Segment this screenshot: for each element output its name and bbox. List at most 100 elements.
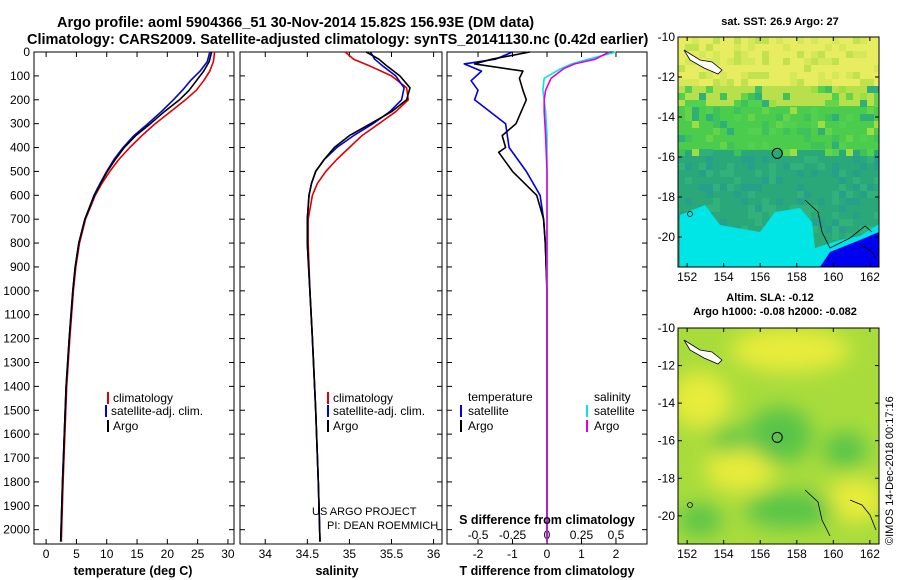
sst-pixel bbox=[783, 93, 790, 100]
difference-x-axis: -2 -1 0 1 2 bbox=[473, 52, 620, 561]
sst-pixel bbox=[678, 135, 685, 142]
sst-pixel bbox=[748, 163, 755, 170]
sst-pixel bbox=[867, 184, 874, 191]
temperature-panel: 0100200300400500600700800900100011001200… bbox=[3, 45, 235, 578]
sst-pixel bbox=[706, 170, 713, 177]
sst-pixel bbox=[832, 170, 839, 177]
sst-pixel bbox=[783, 114, 790, 121]
sst-pixel bbox=[755, 86, 762, 93]
sst-pixel bbox=[867, 149, 874, 156]
sst-pixel bbox=[790, 79, 797, 86]
sst-pixel bbox=[853, 170, 860, 177]
sst-pixel bbox=[804, 212, 811, 219]
salinity-panel: 34 34.5 35 35.5 36 salinity climatology sate… bbox=[239, 51, 443, 578]
difference-series bbox=[463, 51, 617, 542]
temperature-legend: climatology satellite-adj. clim. Argo bbox=[105, 391, 203, 433]
sst-pixel bbox=[706, 149, 713, 156]
sst-pixel bbox=[748, 191, 755, 198]
sst-pixel bbox=[734, 100, 741, 107]
legend-salinity-title: salinity bbox=[594, 390, 631, 404]
x-tick-label: 15 bbox=[130, 547, 144, 561]
sst-pixel bbox=[678, 79, 685, 86]
sst-pixel bbox=[804, 58, 811, 65]
sst-pixel bbox=[846, 51, 853, 58]
sst-pixel bbox=[825, 44, 832, 51]
x-tick-label: 5 bbox=[73, 547, 80, 561]
sst-pixel bbox=[874, 177, 879, 184]
sst-pixel bbox=[706, 86, 713, 93]
sst-pixel bbox=[790, 205, 797, 212]
sst-pixel bbox=[860, 135, 867, 142]
sst-pixel bbox=[713, 128, 720, 135]
map-x-tick-label: 158 bbox=[787, 270, 807, 284]
x-tick-label: 0 bbox=[43, 547, 50, 561]
sst-pixel bbox=[804, 114, 811, 121]
sst-pixel bbox=[734, 114, 741, 121]
sst-pixel bbox=[748, 142, 755, 149]
sst-cold-region bbox=[680, 205, 879, 267]
sst-map-axes: 152 154 156 158 160 162 -10 -12 -14 -16 -18 -20 bbox=[658, 30, 881, 284]
map-x-tick-label: 162 bbox=[860, 547, 880, 561]
sst-pixel bbox=[699, 184, 706, 191]
sst-pixel bbox=[853, 156, 860, 163]
sst-pixel bbox=[874, 65, 879, 72]
difference-panel: -2 -1 0 1 2 -0.5 -0.25 0 0.25 0.5 T difference f… bbox=[446, 51, 648, 578]
sst-pixel bbox=[832, 149, 839, 156]
sst-pixel bbox=[825, 114, 832, 121]
sst-pixel bbox=[762, 72, 769, 79]
sst-pixel bbox=[790, 121, 797, 128]
map-x-tick-label: 160 bbox=[823, 270, 843, 284]
sst-pixel bbox=[713, 51, 720, 58]
sst-map-frame bbox=[677, 36, 880, 268]
sst-pixel bbox=[818, 51, 825, 58]
y-tick-label: 800 bbox=[10, 236, 30, 250]
sst-pixel bbox=[839, 170, 846, 177]
sst-pixel bbox=[727, 142, 734, 149]
sst-pixel bbox=[727, 184, 734, 191]
salinity-legend: climatology satellite-adj. clim. Argo bbox=[327, 391, 425, 433]
sst-pixel bbox=[825, 149, 832, 156]
legend-temperature-title: temperature bbox=[468, 390, 533, 404]
sst-pixel bbox=[692, 79, 699, 86]
y-tick-label: 600 bbox=[10, 188, 30, 202]
sst-pixel bbox=[832, 198, 839, 205]
sst-pixel bbox=[720, 184, 727, 191]
sst-map-title: sat. SST: 26.9 Argo: 27 bbox=[721, 16, 839, 28]
map-y-tick-label: -20 bbox=[658, 509, 676, 523]
sst-pixel bbox=[748, 114, 755, 121]
sst-pixel bbox=[867, 191, 874, 198]
series-line-t-argo bbox=[473, 51, 548, 542]
sst-pixel bbox=[748, 184, 755, 191]
map-y-tick-label: -12 bbox=[658, 70, 676, 84]
sst-pixel bbox=[692, 107, 699, 114]
sst-pixel bbox=[748, 128, 755, 135]
sst-pixel bbox=[790, 107, 797, 114]
sst-pixel bbox=[706, 114, 713, 121]
sst-pixel bbox=[741, 79, 748, 86]
map-x-tick-label: 154 bbox=[714, 270, 734, 284]
sst-pixel bbox=[720, 170, 727, 177]
sst-pixel bbox=[818, 163, 825, 170]
sst-pixel bbox=[678, 93, 685, 100]
credit-pi: PI: DEAN ROEMMICH bbox=[327, 520, 438, 532]
sst-pixel bbox=[853, 212, 860, 219]
sst-pixel bbox=[699, 100, 706, 107]
sst-pixel bbox=[720, 93, 727, 100]
sst-pixel bbox=[825, 128, 832, 135]
sst-pixel bbox=[706, 205, 713, 212]
sst-pixel bbox=[860, 100, 867, 107]
sst-pixel bbox=[818, 142, 825, 149]
salinity-series bbox=[306, 51, 411, 542]
sst-pixel bbox=[853, 177, 860, 184]
sst-pixel bbox=[762, 51, 769, 58]
sst-pixel bbox=[825, 226, 832, 233]
sst-pixel bbox=[748, 93, 755, 100]
map-x-tick-label: 152 bbox=[677, 547, 697, 561]
sst-pixel bbox=[685, 44, 692, 51]
sst-pixel bbox=[832, 135, 839, 142]
sst-coastline bbox=[859, 244, 877, 259]
sst-pixel bbox=[699, 170, 706, 177]
sst-pixel bbox=[720, 72, 727, 79]
map-y-tick-label: -20 bbox=[658, 230, 676, 244]
sst-pixel bbox=[860, 149, 867, 156]
